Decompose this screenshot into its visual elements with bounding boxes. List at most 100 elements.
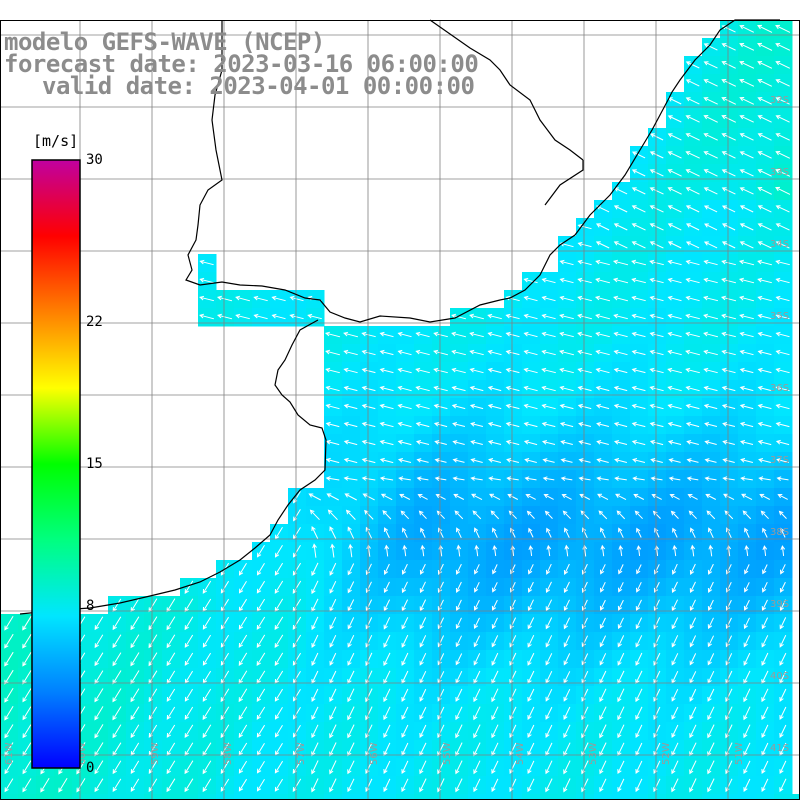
wind-arrow [40,778,50,793]
wind-speed-cell [306,794,325,800]
wind-arrow [543,494,554,500]
wind-speed-cell [792,794,800,800]
wind-arrow [689,563,696,575]
wind-arrow [667,331,682,338]
wind-arrow [148,652,158,667]
wind-arrow [506,476,519,481]
wind-arrow [671,706,679,720]
wind-arrow [130,652,140,667]
wind-arrow [686,458,699,463]
wind-arrow [707,760,715,775]
wind-speed-cell [378,794,397,800]
wind-arrow [559,331,574,338]
wind-arrow [238,688,248,703]
wind-arrow [703,349,718,356]
wind-arrow [721,241,736,249]
wind-arrow [434,458,447,463]
wind-arrow [379,439,394,446]
wind-arrow [599,742,607,757]
wind-arrow [330,543,335,558]
wind-arrow [721,79,737,87]
wind-arrow [775,277,790,284]
wind-arrow [94,778,104,793]
wind-arrow [776,476,789,481]
wind-arrow [523,331,538,338]
wind-arrow [617,652,625,666]
wind-arrow [347,778,355,793]
wind-arrow [577,259,592,266]
wind-arrow [613,367,628,374]
wind-arrow [671,760,679,775]
wind-arrow [631,385,646,392]
wind-arrow [456,544,462,557]
wind-speed-cell [666,794,685,800]
wind-arrow [490,510,500,520]
wind-arrow [631,331,646,338]
wind-arrow [256,688,266,702]
wind-arrow [22,688,32,703]
wind-arrow [94,634,104,649]
wind-arrow [761,760,769,774]
wind-arrow [487,422,502,428]
wind-arrow [473,653,481,666]
wind-arrow [202,580,212,594]
wind-arrow [510,564,516,575]
wind-arrow [631,295,646,302]
wind-arrow [473,778,481,793]
wind-arrow [649,439,664,446]
wind-arrow [775,169,791,177]
wind-arrow [419,688,427,702]
title-forecast-date: forecast date: 2023-03-16 06:00:00 [4,50,479,78]
wind-arrow [577,241,592,248]
wind-arrow [527,581,534,593]
wind-arrow [528,545,534,556]
wind-arrow [527,778,535,793]
wind-arrow [379,349,394,356]
wind-arrow [474,564,480,575]
wind-arrow [649,277,664,284]
wind-arrow [775,403,790,410]
wind-arrow [383,778,391,793]
wind-arrow [505,439,520,446]
wind-arrow [725,617,732,630]
wind-arrow [271,313,286,320]
wind-arrow [651,494,662,500]
wind-arrow [166,778,176,793]
wind-arrow [667,313,682,320]
wind-arrow [721,385,736,392]
wind-arrow [649,349,664,356]
wind-arrow [401,563,408,575]
wind-arrow [216,313,233,320]
wind-arrow [649,331,664,338]
wind-arrow [325,439,340,446]
wind-arrow [721,187,736,195]
wind-arrow [437,653,445,666]
wind-arrow [491,724,499,739]
lon-label: 61W [4,742,15,765]
wind-arrow [469,331,484,338]
wind-speed-cell [486,794,505,800]
wind-arrow [526,510,535,519]
wind-arrow [473,760,481,775]
wind-arrow [631,277,646,284]
wind-arrow [166,760,176,775]
wind-arrow [667,151,682,159]
wind-arrow [419,635,427,648]
wind-arrow [685,313,700,320]
wind-arrow [94,616,104,631]
wind-arrow [738,259,755,266]
wind-arrow [509,617,517,630]
wind-arrow [329,634,337,648]
wind-arrow [238,562,247,576]
wind-arrow [703,385,718,392]
wind-arrow [274,580,284,594]
wind-arrow [327,509,338,521]
wind-arrow [401,581,408,594]
wind-arrow [649,241,664,249]
wind-arrow [397,403,412,410]
lat-label: 36S [770,383,789,394]
wind-arrow [455,724,463,739]
wind-arrow [469,367,484,374]
wind-arrow [721,205,736,213]
wind-arrow [455,653,463,666]
